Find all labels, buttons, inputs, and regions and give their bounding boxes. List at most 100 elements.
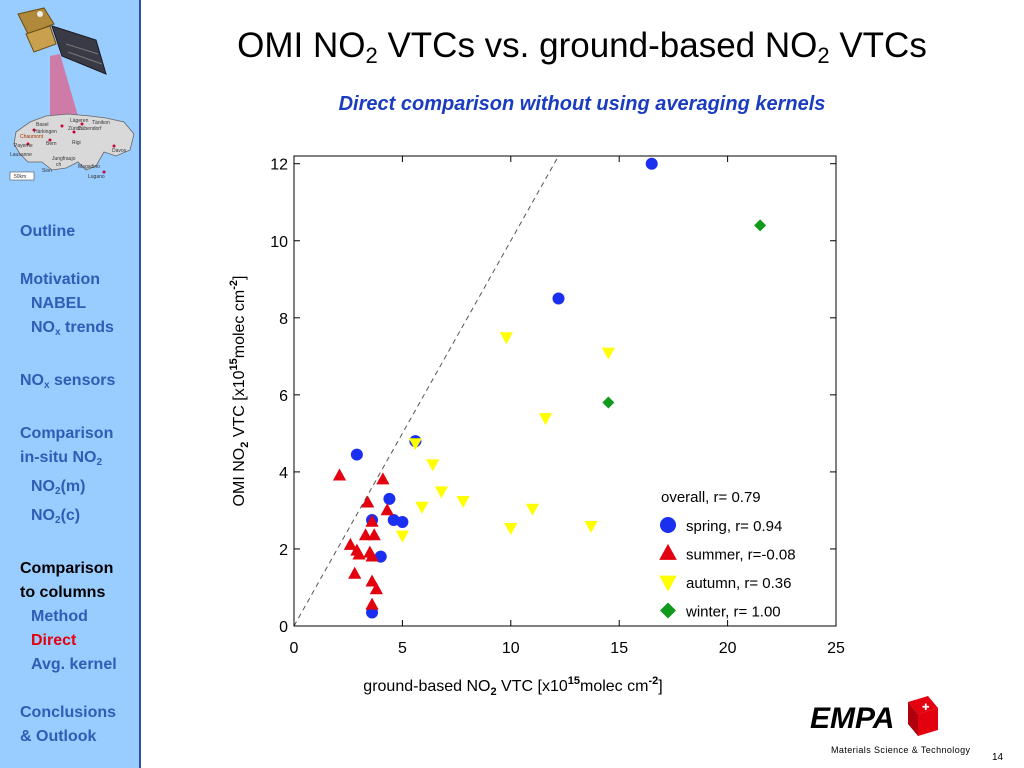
y-tick-label: 6 — [279, 388, 288, 405]
nav-direct[interactable]: Direct — [31, 632, 77, 649]
nav-no2-c[interactable]: NO2(c) — [31, 507, 81, 526]
legend-marker — [660, 602, 676, 619]
data-point — [415, 501, 429, 514]
x-tick-label: 10 — [502, 640, 520, 657]
data-point — [601, 347, 615, 360]
data-point — [332, 468, 347, 481]
data-point — [365, 574, 379, 587]
data-point — [374, 550, 387, 563]
data-point — [369, 582, 383, 595]
data-point — [396, 515, 409, 528]
data-point — [348, 566, 362, 579]
svg-text:Bern: Bern — [46, 141, 57, 147]
svg-text:Dübendorf: Dübendorf — [78, 126, 102, 132]
data-point — [365, 514, 379, 527]
data-point — [358, 528, 373, 541]
x-tick-label: 20 — [719, 640, 737, 657]
nav-no2-m[interactable]: NO2(m) — [31, 478, 86, 497]
series-diamond — [602, 219, 767, 409]
legend: overall, r= 0.79 spring, r= 0.94 summer, … — [659, 489, 796, 621]
data-point — [380, 503, 394, 516]
data-point — [552, 292, 565, 305]
data-point — [426, 459, 440, 472]
svg-text:Chaumont: Chaumont — [20, 134, 44, 140]
y-tick-label: 12 — [270, 157, 288, 174]
sidebar: Lägeren Basel Tänikon Härkingen Zürich D… — [0, 0, 141, 768]
svg-text:EMPA: EMPA — [810, 702, 894, 735]
svg-text:Rigi: Rigi — [72, 140, 81, 146]
y-tick-label: 0 — [279, 619, 288, 636]
data-point — [504, 522, 518, 535]
x-axis-label: ground-based NO2 VTC [x1015molec cm-2] — [363, 675, 662, 698]
slide-title: OMI NO2 VTCs vs. ground-based NO2 VTCs — [237, 26, 927, 68]
svg-text:Lägeren: Lägeren — [70, 118, 89, 124]
data-point — [408, 438, 423, 451]
data-point — [361, 495, 375, 508]
data-point — [365, 597, 379, 610]
data-point — [383, 492, 396, 505]
data-point — [365, 549, 379, 562]
svg-text:Davos: Davos — [112, 148, 127, 154]
nav-comparison-insitu[interactable]: Comparison — [20, 425, 114, 442]
nav-nox-sensors[interactable]: NOx sensors — [20, 372, 116, 391]
nav-conclusions[interactable]: Conclusions — [20, 704, 117, 721]
data-point — [352, 547, 366, 560]
x-axis-ticks: 0 5 10 15 20 25 — [290, 156, 845, 657]
nav-insitu-no2[interactable]: in-situ NO2 — [20, 449, 102, 468]
data-point — [584, 521, 598, 534]
svg-text:50km: 50km — [14, 174, 26, 180]
data-point — [538, 413, 553, 426]
svg-text:Härkingen: Härkingen — [34, 129, 57, 135]
nav-avg-kernel[interactable]: Avg. kernel — [31, 656, 117, 673]
data-point — [376, 472, 390, 485]
legend-marker — [659, 575, 677, 592]
svg-text:Sion: Sion — [42, 168, 52, 174]
x-tick-label: 15 — [610, 640, 628, 657]
series-triangle-down — [395, 332, 615, 543]
data-points — [332, 157, 767, 619]
svg-text:Payerne: Payerne — [14, 143, 33, 149]
data-point — [525, 503, 540, 516]
empa-cube-icon: ✚ — [908, 696, 938, 736]
empa-logo: EMPA ✚ — [810, 696, 938, 736]
legend-marker — [660, 517, 676, 533]
y-tick-label: 4 — [279, 465, 288, 482]
data-point — [456, 495, 470, 508]
legend-marker — [659, 543, 677, 560]
svg-text:Jungfraujo: Jungfraujo — [52, 156, 76, 162]
nav-motivation[interactable]: Motivation — [20, 271, 100, 288]
data-point — [499, 332, 514, 345]
svg-text:Lausanne: Lausanne — [10, 152, 32, 158]
legend-label: spring, r= 0.94 — [686, 518, 782, 535]
plot-area — [293, 155, 837, 627]
data-point — [350, 448, 363, 461]
beam-icon — [50, 54, 78, 118]
x-tick-label: 25 — [827, 640, 845, 657]
satellite-icon — [17, 7, 107, 75]
svg-text:Basel: Basel — [36, 122, 49, 128]
nav-outline[interactable]: Outline — [20, 223, 76, 240]
nav-comparison-columns[interactable]: Comparison — [20, 560, 114, 577]
y-tick-label: 10 — [270, 234, 288, 251]
x-tick-label: 5 — [398, 640, 407, 657]
data-point — [434, 486, 449, 499]
satellite-map-illustration: Lägeren Basel Tänikon Härkingen Zürich D… — [9, 7, 135, 181]
legend-label: summer, r=-0.08 — [686, 547, 796, 564]
data-point — [754, 219, 767, 232]
svg-text:Lugano: Lugano — [88, 174, 105, 180]
nav-to-columns[interactable]: to columns — [20, 584, 106, 601]
nav-nabel[interactable]: NABEL — [31, 295, 87, 312]
svg-text:Magadino: Magadino — [78, 164, 100, 170]
nav-nox-trends[interactable]: NOx trends — [31, 319, 114, 338]
footer-tagline: Materials Science & Technology — [831, 745, 971, 755]
data-point — [343, 537, 357, 550]
y-axis-label: OMI NO2 VTC [x1015molec cm-2] — [228, 276, 251, 507]
legend-label: autumn, r= 0.36 — [686, 575, 791, 592]
nav-method[interactable]: Method — [31, 608, 88, 625]
y-tick-label: 2 — [279, 542, 288, 559]
legend-label: winter, r= 1.00 — [685, 604, 781, 621]
data-point — [602, 396, 615, 409]
x-tick-label: 0 — [290, 640, 299, 657]
series-triangle-up — [332, 468, 394, 610]
nav-outlook[interactable]: & Outlook — [20, 728, 97, 745]
